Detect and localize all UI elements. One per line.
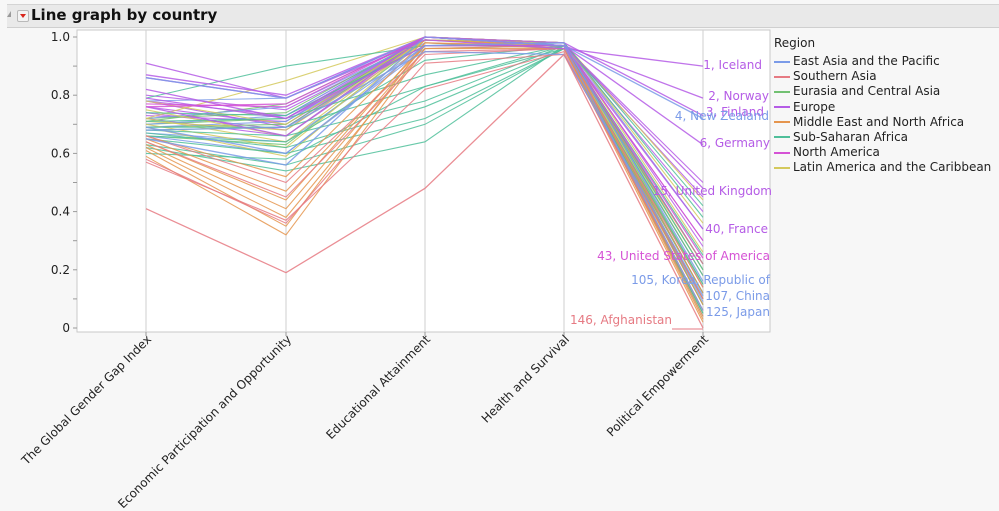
legend-item[interactable]: Eurasia and Central Asia — [774, 84, 991, 99]
panel-header: Line graph by country — [7, 4, 999, 28]
x-category-label: Economic Participation and Opportunity — [115, 332, 294, 511]
red-triangle-menu-icon[interactable] — [17, 10, 29, 22]
legend-line-swatch-icon — [774, 106, 790, 109]
legend-line-swatch-icon — [774, 151, 790, 154]
legend-line-swatch-icon — [774, 166, 790, 169]
series-label: 2, Norway — [708, 89, 769, 103]
series-label: 146, Afghanistan — [570, 313, 672, 327]
series-label: 3, Finland — [706, 105, 764, 119]
series-label: 105, Korea, Republic of — [631, 273, 771, 287]
series-label: 107, China — [705, 289, 770, 303]
legend-item-label: Southern Asia — [793, 69, 877, 84]
y-tick-label: 0 — [62, 321, 70, 335]
legend-item-label: Sub-Saharan Africa — [793, 129, 909, 144]
y-tick-label: 0.8 — [51, 88, 70, 102]
labeled-country-series-line — [145, 42, 704, 282]
x-category-label: Political Empowerment — [604, 332, 711, 439]
series-label: 6, Germany — [700, 136, 770, 150]
labeled-country-series-line — [145, 36, 704, 311]
legend-line-swatch-icon — [774, 121, 790, 124]
legend: Region East Asia and the Pacific Southern… — [774, 36, 991, 176]
country-series-line — [145, 48, 704, 323]
country-series-line — [145, 48, 704, 288]
y-tick-label: 0.6 — [51, 146, 70, 160]
legend-line-swatch-icon — [774, 90, 790, 93]
series-label: 125, Japan — [706, 305, 770, 319]
legend-item[interactable]: Middle East and North Africa — [774, 115, 991, 130]
legend-item[interactable]: Southern Asia — [774, 69, 991, 84]
labeled-country-series-line — [145, 53, 704, 329]
legend-item-label: Eurasia and Central Asia — [793, 84, 941, 99]
legend-item-label: East Asia and the Pacific — [793, 54, 940, 68]
legend-item-label: Middle East and North Africa — [793, 114, 965, 129]
series-label: 4, New Zealand — [675, 109, 769, 123]
labeled-country-series-line — [145, 39, 704, 99]
series-label: 15, United Kingdom — [653, 184, 772, 198]
y-tick-label: 0.4 — [51, 205, 70, 219]
series-label: 40, France — [705, 222, 768, 236]
legend-item-label: North America — [793, 145, 880, 160]
series-label: 43, United States of America — [597, 249, 770, 263]
country-series-line — [145, 50, 704, 311]
legend-item[interactable]: Latin America and the Caribbean — [774, 160, 991, 175]
series-label: 1, Iceland — [703, 58, 762, 72]
legend-item[interactable]: Europe — [774, 100, 991, 115]
legend-item[interactable]: North America — [774, 145, 991, 160]
x-category-label: The Global Gender Gap Index — [18, 332, 154, 468]
legend-item[interactable]: Sub-Saharan Africa — [774, 130, 991, 145]
legend-item[interactable]: East Asia and the Pacific — [774, 54, 991, 69]
y-tick-label: 1.0 — [51, 30, 70, 44]
legend-item-label: Latin America and the Caribbean — [793, 160, 992, 175]
legend-line-swatch-icon — [774, 136, 790, 139]
x-category-label: Health and Survival — [479, 332, 572, 425]
legend-line-swatch-icon — [774, 75, 790, 78]
panel-title: Line graph by country — [31, 6, 218, 24]
legend-title: Region — [774, 36, 816, 50]
disclosure-triangle-icon[interactable] — [7, 11, 11, 17]
y-tick-label: 0.2 — [51, 263, 70, 277]
x-category-label: Educational Attainment — [323, 332, 433, 442]
legend-item-label: Europe — [793, 99, 836, 114]
legend-line-swatch-icon — [774, 60, 790, 63]
